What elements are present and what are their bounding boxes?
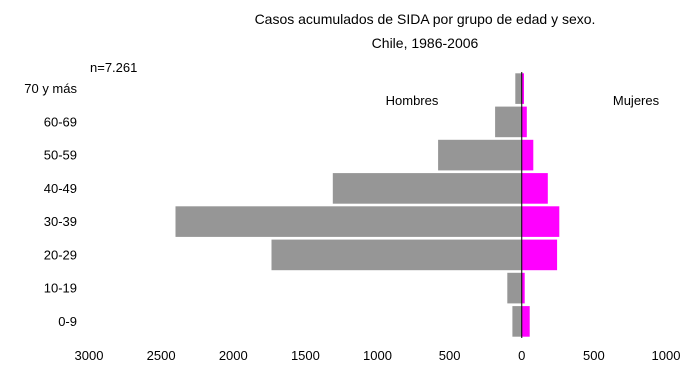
x-tick-label: 500 xyxy=(583,348,605,363)
bar-mujeres-50-59 xyxy=(521,139,534,171)
legend-hombres: Hombres xyxy=(386,93,439,108)
bar-hombres-0-9 xyxy=(512,306,522,337)
bar-hombres-10-19 xyxy=(507,272,522,304)
sample-size-note: n=7.261 xyxy=(90,60,138,75)
x-tick-label: 500 xyxy=(439,348,461,363)
y-tick-labels: 0-9 10-19 20-29 30-39 40-49 50-59 60-69 70 y má… xyxy=(24,81,77,329)
x-tick-label: 0 xyxy=(518,348,525,363)
bar-mujeres-20-29 xyxy=(521,239,558,271)
x-tick-label: 2000 xyxy=(219,348,248,363)
bar-mujeres-30-39 xyxy=(521,206,560,237)
x-tick-label: 1500 xyxy=(291,348,320,363)
bar-hombres-50-59 xyxy=(438,139,522,171)
x-tick-label: 3000 xyxy=(75,348,104,363)
x-tick-label: 2500 xyxy=(147,348,176,363)
y-tick-label: 40-49 xyxy=(44,181,77,196)
bar-hombres-30-39 xyxy=(175,206,522,237)
bar-mujeres-70-y-más xyxy=(521,73,524,104)
bar-mujeres-10-19 xyxy=(521,272,525,304)
bars-layer xyxy=(175,73,560,337)
bar-hombres-20-29 xyxy=(271,239,522,271)
chart-title: Casos acumulados de SIDA por grupo de ed… xyxy=(254,11,596,27)
legend-mujeres: Mujeres xyxy=(613,93,660,108)
bar-hombres-70-y-más xyxy=(515,73,522,104)
y-tick-label: 50-59 xyxy=(44,148,77,163)
bar-mujeres-0-9 xyxy=(521,306,530,337)
bar-hombres-40-49 xyxy=(332,173,522,204)
y-tick-label: 20-29 xyxy=(44,247,77,262)
x-tick-label: 1000 xyxy=(363,348,392,363)
bar-hombres-60-69 xyxy=(495,106,522,138)
y-tick-label: 10-19 xyxy=(44,281,77,296)
chart-subtitle: Chile, 1986-2006 xyxy=(371,35,479,51)
y-tick-label: 70 y más xyxy=(24,81,77,96)
x-tick-label: 1000 xyxy=(652,348,681,363)
x-tick-labels: 3000 2500 2000 1500 1000 500 0 500 1000 xyxy=(75,348,681,363)
y-tick-label: 0-9 xyxy=(58,314,77,329)
bar-mujeres-60-69 xyxy=(521,106,527,138)
bar-mujeres-40-49 xyxy=(521,173,548,204)
y-tick-label: 60-69 xyxy=(44,114,77,129)
y-tick-label: 30-39 xyxy=(44,214,77,229)
